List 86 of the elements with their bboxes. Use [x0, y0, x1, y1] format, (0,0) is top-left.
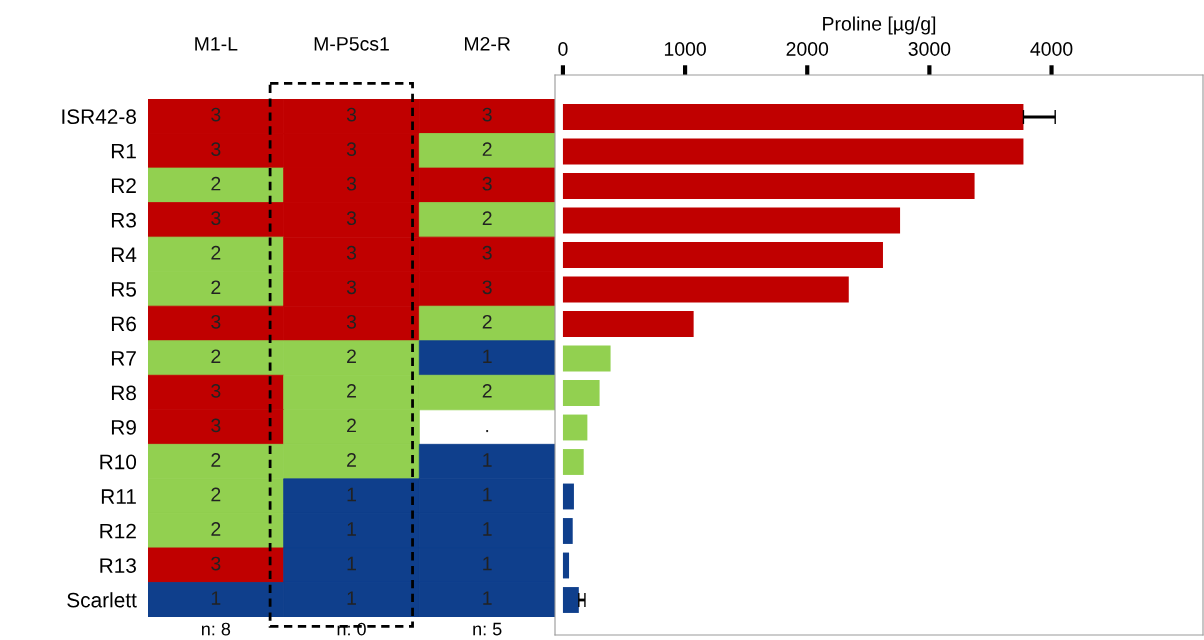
data-label: 2: [211, 487, 221, 502]
data-label: 2: [482, 211, 492, 225]
bar: [562, 173, 975, 199]
data-label: 2: [482, 142, 492, 156]
data-label: 3: [211, 556, 221, 571]
bar: [562, 138, 1024, 165]
data-label: 3: [346, 314, 357, 329]
annotation: n: 5: [473, 622, 502, 636]
y-tick-label: R9: [111, 420, 136, 435]
bar: [562, 518, 573, 544]
data-label: 2: [482, 383, 492, 398]
data-label: 2: [211, 522, 221, 536]
bar: [562, 345, 611, 372]
data-label: 1: [483, 556, 492, 571]
data-label: 3: [482, 245, 492, 260]
data-label: 3: [211, 107, 221, 122]
bar: [562, 380, 600, 406]
y-tick-label: R3: [111, 212, 136, 228]
x-tick-label: 1000: [664, 42, 706, 56]
data-label: 2: [347, 418, 356, 433]
bar: [562, 311, 694, 337]
x-tick-label: M1-L: [195, 37, 238, 51]
data-label: 3: [211, 314, 221, 329]
data-label: 3: [346, 280, 357, 295]
bar: [562, 104, 1024, 130]
y-tick-label: R13: [100, 558, 136, 573]
data-label: 2: [347, 383, 356, 398]
data-label: 2: [211, 245, 221, 260]
data-label: 2: [482, 314, 492, 329]
data-label: 1: [483, 349, 492, 364]
data-label: 1: [347, 556, 356, 571]
data-label: 3: [482, 107, 492, 122]
data-label: 3: [346, 142, 357, 157]
data-label: 3: [211, 211, 221, 226]
y-tick-label: R6: [111, 316, 136, 332]
x-tick-label: 3000: [908, 42, 951, 56]
y-tick-label: R5: [111, 282, 137, 297]
bar: [562, 587, 579, 613]
data-label: 1: [211, 591, 221, 605]
x-axis-title: Proline [µg/g]: [823, 16, 936, 35]
data-label: 3: [346, 107, 357, 122]
data-label: 1: [347, 591, 356, 605]
data-label: 1: [347, 487, 356, 502]
data-label: 3: [211, 142, 221, 157]
y-tick-label: ISR42-8: [62, 109, 136, 125]
bar: [562, 552, 570, 579]
x-tick-label: 4000: [1030, 42, 1073, 56]
y-tick-label: R10: [100, 454, 137, 470]
data-label: 3: [346, 176, 357, 191]
y-tick-label: R2: [111, 178, 136, 193]
annotation: n: 8: [201, 622, 231, 636]
data-label: 3: [482, 280, 492, 295]
data-label: 2: [211, 349, 221, 364]
data-label: 2: [211, 176, 221, 191]
data-label: 3: [346, 245, 357, 260]
data-label: 2: [211, 453, 221, 467]
y-tick-label: R12: [100, 523, 136, 539]
data-label: 1: [483, 522, 492, 536]
x-tick-label: M-P5cs1: [314, 37, 389, 51]
bar: [562, 414, 588, 441]
x-tick-label: 2000: [786, 42, 829, 56]
data-label: 1: [483, 453, 492, 467]
bar: [562, 276, 849, 303]
y-tick-label: R8: [111, 385, 136, 401]
data-label: 1: [483, 487, 492, 502]
bar: [562, 242, 883, 268]
data-label: 1: [483, 591, 492, 605]
data-label: 3: [211, 383, 221, 398]
data-label: 3: [482, 176, 492, 191]
y-tick-label: R7: [111, 351, 136, 366]
data-label: 1: [347, 522, 356, 536]
data-label: 2: [347, 349, 356, 364]
data-label: 3: [211, 418, 221, 433]
bar: [562, 483, 574, 510]
y-tick-label: R1: [111, 144, 136, 159]
x-tick-label: 0: [558, 42, 568, 56]
data-label: 2: [347, 453, 356, 467]
y-tick-label: Scarlett: [67, 592, 137, 608]
data-label: 3: [346, 211, 357, 226]
x-tick-label: M2-R: [465, 36, 511, 51]
y-tick-label: R11: [101, 489, 136, 504]
bar: [562, 207, 901, 234]
data-label: 2: [211, 280, 221, 294]
text: .: [486, 430, 489, 433]
bar: [562, 449, 584, 475]
y-tick-label: R4: [111, 247, 137, 262]
